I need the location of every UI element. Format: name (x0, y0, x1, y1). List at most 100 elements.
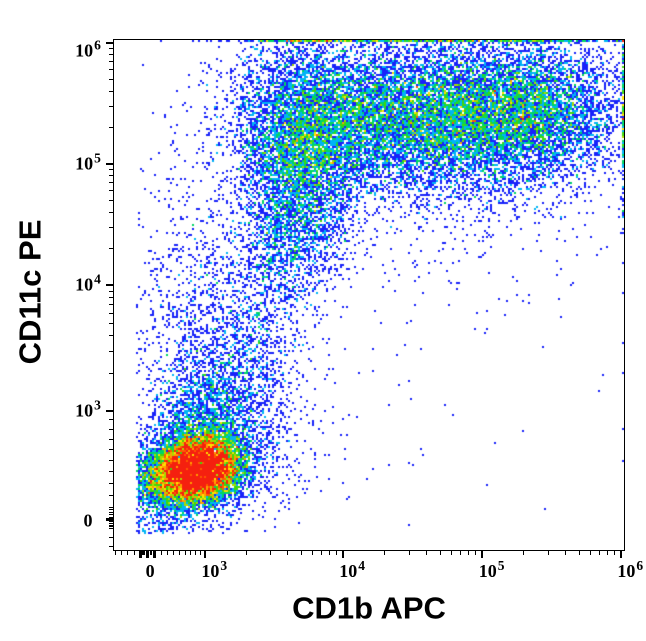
axis-tick (109, 334, 113, 336)
density-scatter-canvas (114, 40, 624, 550)
axis-tick (450, 551, 452, 555)
axis-tick (109, 78, 113, 80)
tick-label-10e3: 103 (75, 397, 101, 421)
tick-label-10e3: 103 (201, 558, 228, 581)
axis-tick (106, 284, 113, 287)
tick-label-10e6: 106 (75, 37, 101, 61)
axis-tick (109, 537, 113, 539)
axis-tick (133, 551, 135, 555)
axis-tick (109, 312, 113, 314)
tick-label-10e4: 104 (339, 558, 365, 581)
axis-tick (106, 409, 113, 412)
axis-tick (589, 551, 591, 555)
axis-tick (109, 521, 113, 523)
axis-tick (109, 211, 113, 213)
axis-tick (203, 551, 206, 558)
axis-tick (109, 322, 113, 324)
axis-tick (109, 428, 113, 430)
axis-tick (109, 297, 113, 299)
axis-tick (384, 551, 386, 555)
axis-tick (109, 290, 113, 292)
axis-tick (195, 551, 197, 555)
axis-tick (439, 551, 441, 555)
axis-tick (109, 248, 113, 250)
axis-tick (109, 528, 113, 530)
axis-tick (146, 551, 150, 558)
axis-tick (109, 182, 113, 184)
axis-tick (139, 551, 143, 558)
axis-tick (460, 551, 462, 555)
axis-tick (109, 61, 113, 63)
axis-tick (109, 511, 113, 513)
axis-tick (149, 551, 151, 555)
axis-tick (109, 54, 113, 56)
axis-tick (109, 524, 113, 526)
axis-tick (109, 438, 113, 440)
axis-tick (614, 551, 616, 555)
axis-tick (341, 551, 344, 558)
axis-tick (109, 459, 113, 461)
axis-tick (184, 551, 186, 555)
x-axis-title: CD1b APC (292, 590, 446, 626)
axis-tick (245, 551, 247, 555)
axis-tick (109, 168, 113, 170)
axis-tick (109, 372, 113, 374)
axis-tick (475, 551, 477, 555)
axis-tick (106, 162, 113, 165)
axis-tick (139, 551, 141, 555)
axis-tick (109, 304, 113, 306)
axis-tick (606, 551, 608, 555)
axis-tick (143, 551, 145, 555)
axis-tick (109, 516, 113, 518)
axis-tick (173, 551, 175, 555)
axis-tick (109, 419, 113, 421)
tick-label-0: 0 (83, 510, 93, 531)
axis-tick (152, 551, 156, 558)
plot-area (113, 39, 625, 551)
axis-tick (160, 551, 162, 555)
axis-tick (335, 551, 337, 555)
axis-tick (481, 551, 484, 558)
tick-label-0: 0 (145, 561, 155, 581)
axis-tick (155, 551, 157, 555)
tick-label-10e5: 105 (75, 150, 101, 174)
axis-tick (311, 551, 313, 555)
axis-tick (300, 551, 302, 555)
axis-tick (270, 551, 272, 555)
axis-tick (598, 551, 600, 555)
axis-tick (109, 190, 113, 192)
axis-tick (547, 551, 549, 555)
axis-tick (109, 175, 113, 177)
axis-tick (109, 350, 113, 352)
axis-tick (109, 449, 113, 451)
tick-label-10e4: 104 (75, 271, 101, 295)
axis-tick (190, 551, 192, 555)
axis-tick (144, 551, 146, 555)
axis-tick (109, 226, 113, 228)
axis-tick (127, 551, 129, 555)
y-axis-title: CD11c PE (12, 219, 48, 365)
axis-tick (109, 69, 113, 71)
axis-tick (141, 551, 143, 555)
axis-tick (109, 514, 113, 516)
axis-tick (109, 90, 113, 92)
axis-tick (109, 471, 113, 473)
axis-tick (578, 551, 580, 555)
axis-tick (565, 551, 567, 555)
axis-tick (109, 507, 113, 508)
axis-tick (287, 551, 289, 555)
axis-tick (151, 551, 153, 555)
axis-tick (109, 522, 113, 524)
axis-tick (426, 551, 428, 555)
axis-tick (109, 105, 113, 107)
axis-tick (179, 551, 181, 555)
axis-tick (115, 551, 117, 555)
axis-tick (408, 551, 410, 555)
axis-tick (523, 551, 525, 555)
axis-tick (109, 126, 113, 128)
axis-tick (320, 551, 322, 555)
axis-tick (148, 551, 150, 555)
axis-tick (109, 482, 113, 484)
axis-tick (109, 47, 113, 49)
